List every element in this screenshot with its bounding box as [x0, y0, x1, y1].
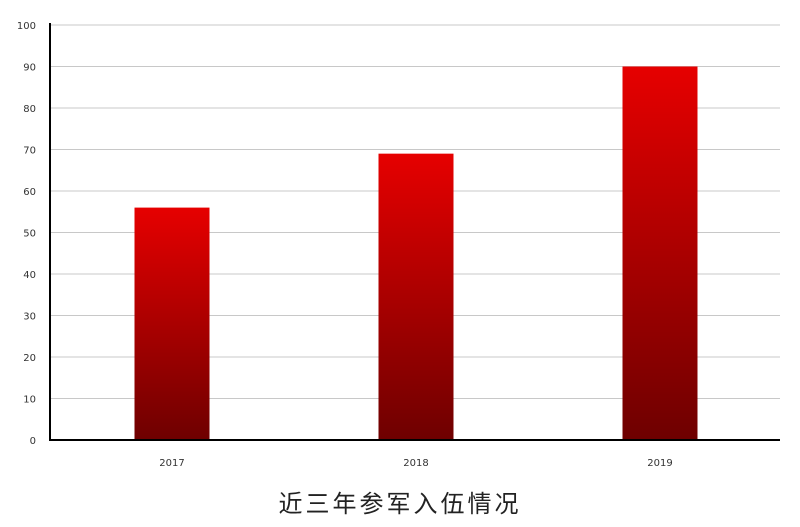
y-tick-label: 100	[17, 21, 36, 32]
bar-2018	[378, 153, 454, 440]
x-tick-label: 2019	[647, 458, 672, 469]
y-tick-label: 60	[23, 187, 36, 198]
chart-title: 近三年参军入伍情况	[278, 490, 522, 518]
y-tick-label: 90	[23, 63, 36, 74]
bar-2017	[134, 207, 210, 440]
bar-2019	[622, 66, 698, 440]
x-tick-label: 2017	[159, 458, 184, 469]
y-tick-label: 40	[23, 270, 36, 281]
x-tick-label: 2018	[403, 458, 428, 469]
y-tick-label: 80	[23, 104, 36, 115]
y-tick-label: 70	[23, 146, 36, 157]
y-tick-label: 10	[23, 395, 36, 406]
y-tick-label: 50	[23, 229, 36, 240]
y-tick-label: 30	[23, 312, 36, 323]
y-tick-label: 0	[30, 436, 36, 447]
y-tick-label: 20	[23, 353, 36, 364]
